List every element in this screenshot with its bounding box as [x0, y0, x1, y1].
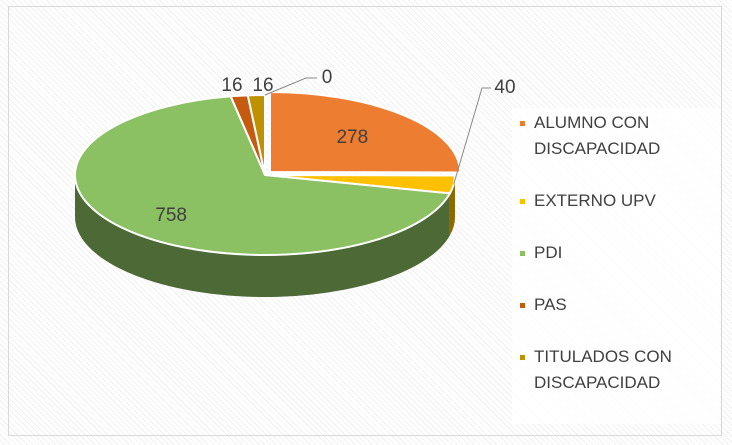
data-label: 0	[322, 67, 333, 88]
legend-item: PDI	[516, 240, 716, 266]
pie-slice-side	[75, 175, 450, 298]
leader-line	[264, 77, 317, 96]
legend-swatch	[520, 121, 525, 126]
legend-swatch	[520, 199, 525, 204]
legend-label: EXTERNO UPV	[534, 191, 656, 210]
chart-frame	[8, 6, 722, 436]
legend-label: TITULADOS CON DISCAPACIDAD	[534, 347, 672, 392]
legend-swatch	[520, 251, 525, 256]
legend-item: ALUMNO CON DISCAPACIDAD	[516, 110, 716, 162]
legend-swatch	[520, 355, 525, 360]
pie-slice	[74, 95, 452, 256]
data-label: 16	[221, 75, 242, 96]
legend-swatch	[520, 303, 525, 308]
legend: ALUMNO CON DISCAPACIDAD EXTERNO UPV PDI PAS…	[512, 108, 720, 424]
leader-line	[453, 87, 491, 185]
data-label: 16	[252, 75, 273, 96]
legend-label: PAS	[534, 295, 567, 314]
data-label: 278	[336, 127, 368, 148]
legend-item: PAS	[516, 292, 716, 318]
legend-label: ALUMNO CON DISCAPACIDAD	[534, 113, 661, 158]
pie-slice	[268, 91, 461, 174]
data-label: 40	[494, 77, 515, 98]
pie-slice-side	[449, 175, 455, 236]
data-label: 758	[155, 205, 187, 226]
legend-label: PDI	[534, 243, 563, 262]
legend-item: TITULADOS CON DISCAPACIDAD	[516, 344, 716, 396]
legend-item: EXTERNO UPV	[516, 188, 716, 214]
